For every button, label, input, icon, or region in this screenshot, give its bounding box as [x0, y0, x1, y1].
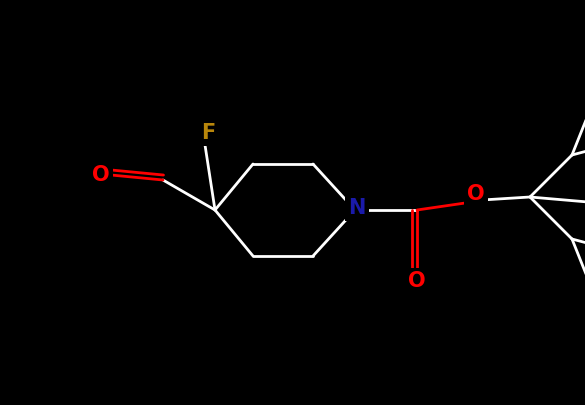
Text: F: F: [201, 123, 215, 143]
Text: O: O: [92, 165, 110, 185]
Text: N: N: [348, 198, 366, 218]
Text: O: O: [408, 271, 426, 291]
Text: O: O: [467, 184, 485, 204]
